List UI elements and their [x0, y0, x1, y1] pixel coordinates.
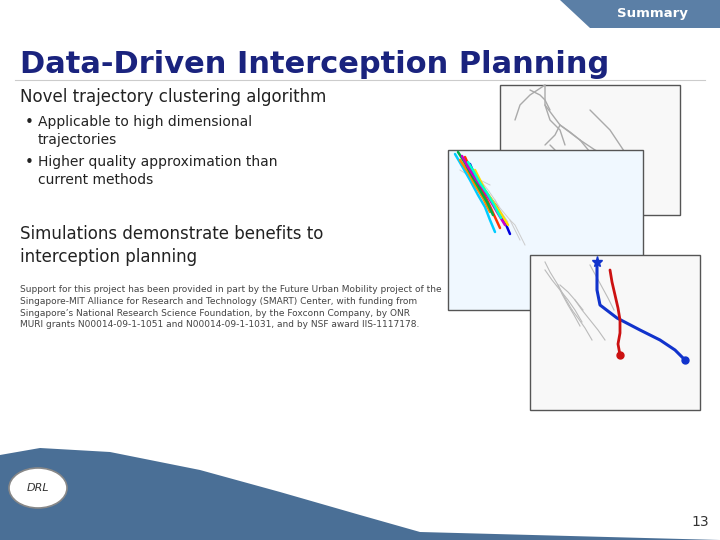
- Text: Novel trajectory clustering algorithm: Novel trajectory clustering algorithm: [20, 88, 326, 106]
- Ellipse shape: [9, 468, 67, 508]
- Text: Data-Driven Interception Planning: Data-Driven Interception Planning: [20, 50, 609, 79]
- Text: Higher quality approximation than
current methods: Higher quality approximation than curren…: [38, 155, 277, 187]
- Text: •: •: [25, 155, 34, 170]
- Polygon shape: [0, 448, 720, 540]
- Text: Support for this project has been provided in part by the Future Urban Mobility : Support for this project has been provid…: [20, 285, 441, 329]
- Text: DRL: DRL: [27, 483, 49, 493]
- Text: Summary: Summary: [616, 8, 688, 21]
- Text: •: •: [25, 115, 34, 130]
- FancyBboxPatch shape: [448, 150, 643, 310]
- Text: Simulations demonstrate benefits to
interception planning: Simulations demonstrate benefits to inte…: [20, 225, 323, 266]
- FancyBboxPatch shape: [500, 85, 680, 215]
- Text: 13: 13: [691, 515, 708, 529]
- Text: Applicable to high dimensional
trajectories: Applicable to high dimensional trajector…: [38, 115, 252, 147]
- FancyBboxPatch shape: [530, 255, 700, 410]
- Polygon shape: [560, 0, 720, 28]
